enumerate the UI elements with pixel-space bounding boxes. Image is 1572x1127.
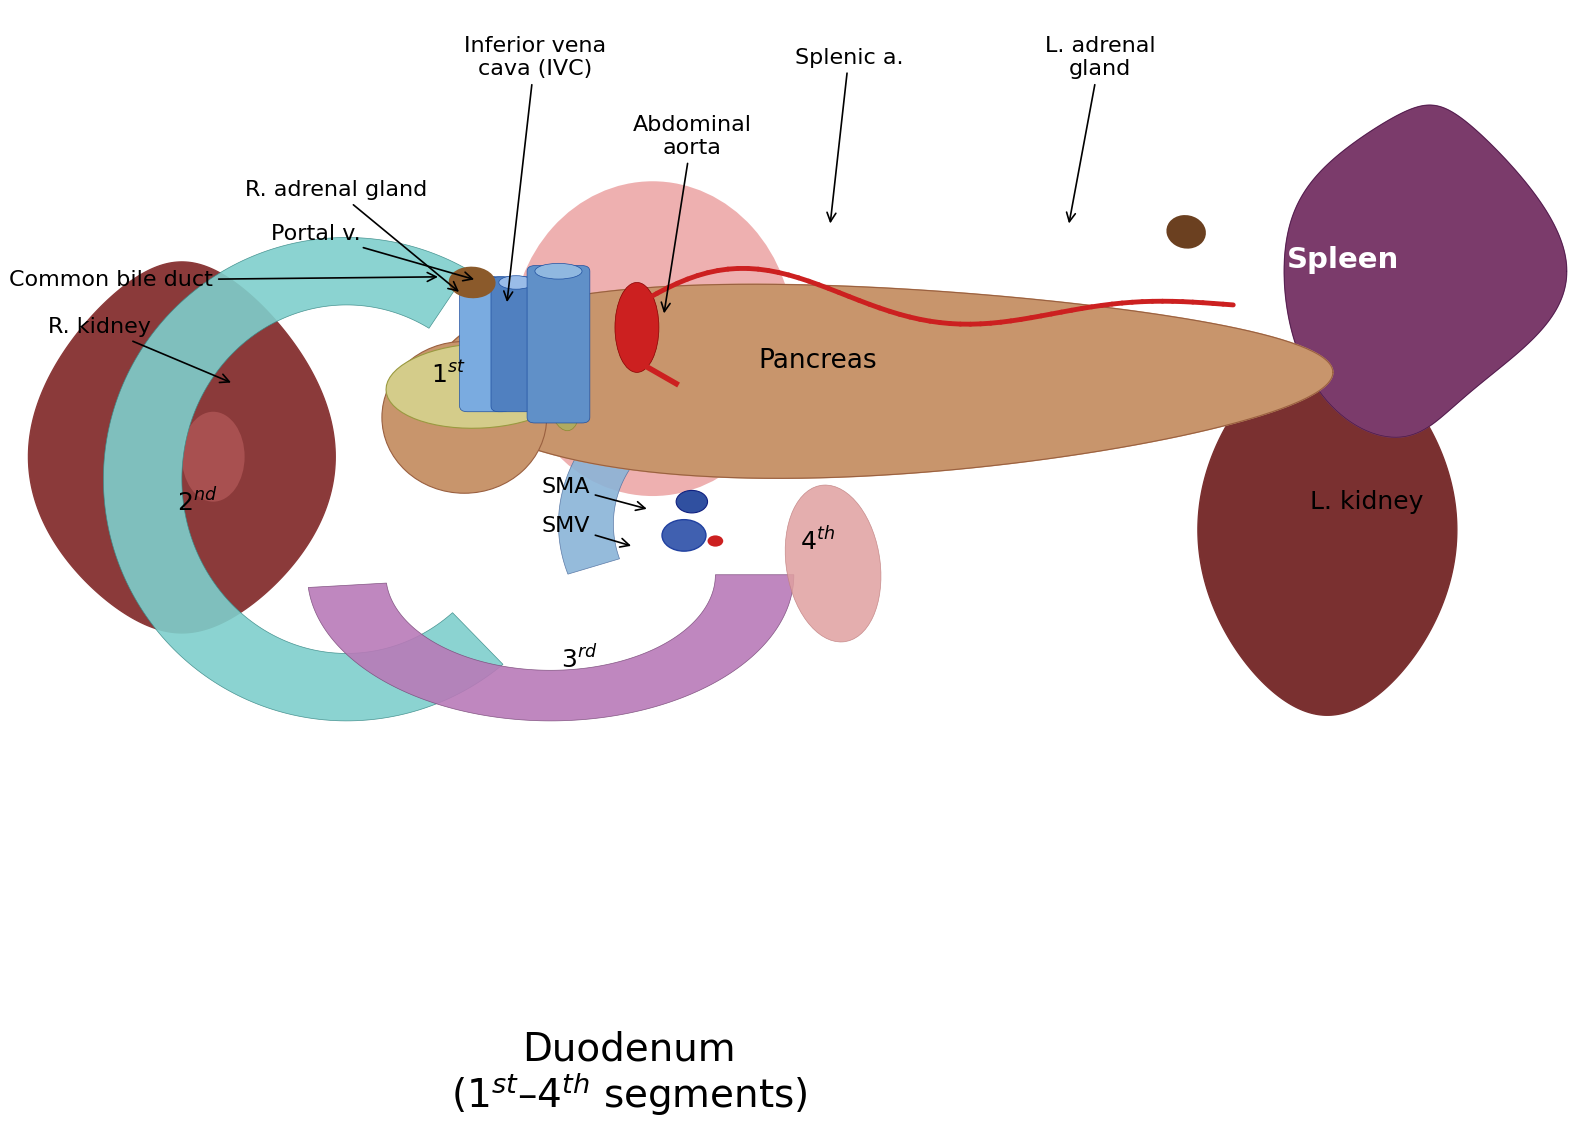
Ellipse shape	[498, 276, 533, 290]
Polygon shape	[439, 284, 1333, 478]
Polygon shape	[1284, 105, 1567, 437]
Ellipse shape	[1166, 215, 1206, 249]
Text: Inferior vena
cava (IVC): Inferior vena cava (IVC)	[464, 36, 605, 300]
Ellipse shape	[676, 490, 707, 513]
Ellipse shape	[707, 535, 723, 547]
Ellipse shape	[615, 283, 659, 372]
Text: Pancreas: Pancreas	[758, 348, 877, 374]
Text: (1$^{st}$–4$^{th}$ segments): (1$^{st}$–4$^{th}$ segments)	[451, 1071, 808, 1118]
Text: Common bile duct: Common bile duct	[9, 270, 435, 290]
Ellipse shape	[784, 485, 880, 642]
Text: Portal v.: Portal v.	[272, 224, 473, 281]
Text: R. kidney: R. kidney	[49, 318, 230, 382]
Text: L. kidney: L. kidney	[1309, 489, 1423, 514]
FancyBboxPatch shape	[459, 277, 509, 411]
Text: 4$^{th}$: 4$^{th}$	[800, 526, 835, 556]
Text: L. adrenal
gland: L. adrenal gland	[1044, 36, 1155, 222]
Ellipse shape	[545, 355, 582, 431]
FancyBboxPatch shape	[527, 266, 590, 423]
Text: SMA: SMA	[541, 477, 645, 511]
Text: Duodenum: Duodenum	[522, 1030, 736, 1068]
Ellipse shape	[387, 344, 574, 428]
Text: Abdominal
aorta: Abdominal aorta	[632, 115, 751, 311]
Polygon shape	[104, 238, 503, 721]
Ellipse shape	[182, 411, 245, 502]
Text: Splenic a.: Splenic a.	[794, 47, 902, 222]
Text: 2$^{nd}$: 2$^{nd}$	[178, 487, 219, 516]
FancyBboxPatch shape	[490, 277, 541, 411]
Ellipse shape	[467, 276, 501, 290]
Text: SMV: SMV	[541, 516, 629, 547]
Polygon shape	[558, 378, 715, 574]
Polygon shape	[308, 575, 794, 721]
Text: R. adrenal gland: R. adrenal gland	[245, 180, 457, 291]
Text: 1$^{st}$: 1$^{st}$	[431, 362, 465, 388]
Ellipse shape	[534, 264, 582, 279]
Polygon shape	[28, 261, 335, 633]
Text: Spleen: Spleen	[1287, 246, 1399, 274]
Ellipse shape	[511, 181, 794, 496]
Polygon shape	[1198, 344, 1457, 716]
Ellipse shape	[448, 267, 495, 299]
Text: 3$^{rd}$: 3$^{rd}$	[561, 645, 597, 673]
Ellipse shape	[662, 520, 706, 551]
Ellipse shape	[382, 341, 547, 494]
